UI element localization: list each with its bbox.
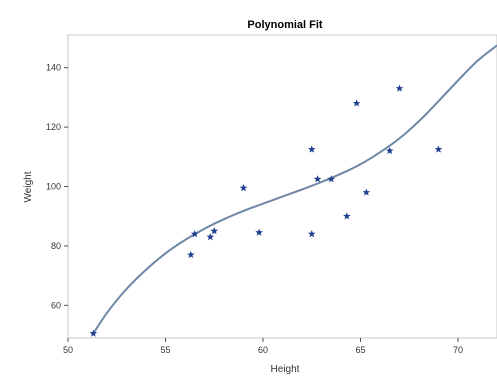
x-axis: 50 55 60 65 70 — [63, 338, 463, 355]
data-point-star — [239, 183, 248, 192]
data-point-star — [385, 146, 394, 155]
x-tick-label: 55 — [160, 345, 170, 355]
data-point-star — [89, 329, 98, 337]
y-axis-title: Weight — [23, 171, 34, 202]
data-point-star — [307, 230, 316, 238]
x-tick-label: 60 — [258, 345, 268, 355]
data-point-star — [327, 175, 336, 183]
plot-area — [67, 34, 497, 339]
y-tick-label: 80 — [51, 241, 61, 251]
data-points — [89, 84, 443, 337]
data-point-star — [313, 175, 322, 183]
data-point-star — [343, 212, 351, 220]
polynomial-fit-line — [92, 44, 497, 335]
y-tick-label: 100 — [46, 182, 61, 192]
y-tick-label: 120 — [46, 122, 61, 132]
data-point-star — [362, 188, 371, 196]
x-axis-title: Height — [271, 364, 300, 375]
data-point-star — [255, 228, 263, 236]
data-point-star — [206, 233, 215, 241]
y-axis: 60 80 100 120 140 — [46, 63, 68, 310]
data-point-star — [187, 250, 195, 259]
y-tick-label: 60 — [51, 300, 61, 310]
x-tick-label: 65 — [355, 345, 365, 355]
x-tick-label: 50 — [63, 345, 73, 355]
data-point-star — [190, 230, 199, 238]
y-tick-label: 140 — [46, 63, 61, 73]
x-tick-label: 70 — [453, 345, 463, 355]
data-point-star — [307, 145, 316, 153]
chart-title: Polynomial Fit — [247, 19, 323, 31]
data-point-star — [395, 84, 404, 92]
data-point-star — [434, 145, 443, 153]
data-point-star — [352, 99, 361, 107]
data-point-star — [210, 227, 219, 235]
